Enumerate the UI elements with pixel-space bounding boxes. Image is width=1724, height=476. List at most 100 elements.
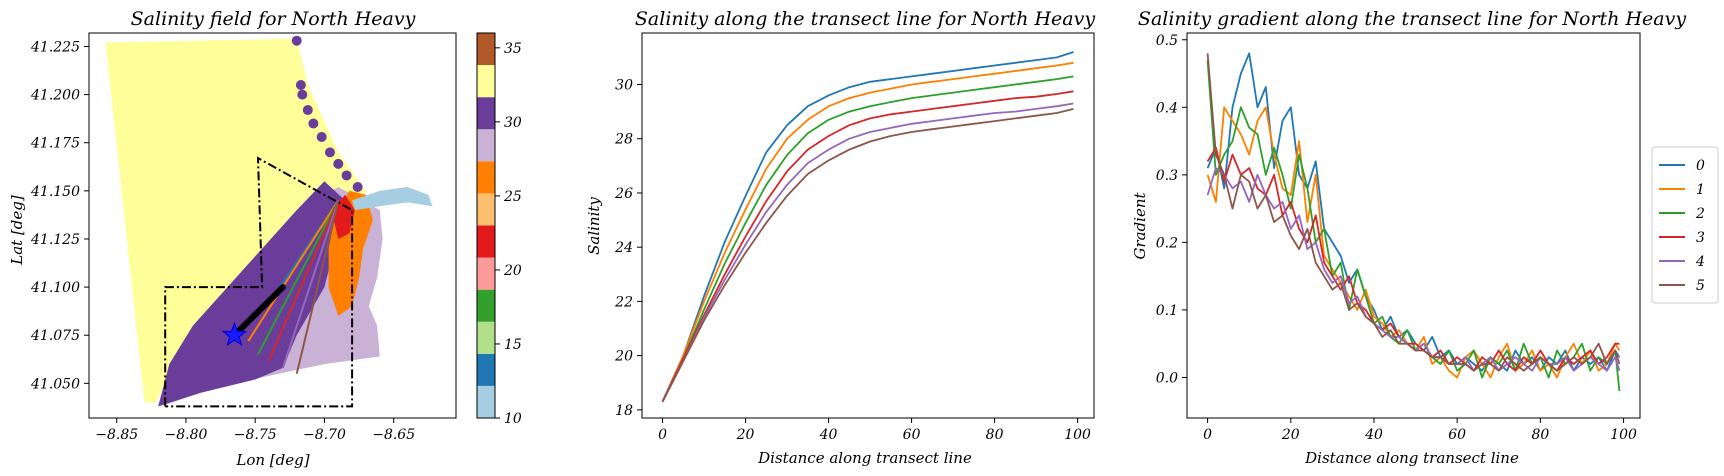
- legend-label-4: 4: [1695, 254, 1705, 270]
- colorbar-segment: [477, 129, 495, 162]
- colorbar-tick-label: 35: [504, 41, 522, 57]
- salinity-region: [352, 187, 433, 211]
- colorbar-segment: [477, 97, 495, 130]
- series-3-line: [1206, 146, 1620, 372]
- panel3-ytick-label: 0.1: [1156, 303, 1178, 319]
- legend-frame: [1651, 146, 1719, 304]
- panel1-xtick-label: −8.85: [95, 427, 138, 443]
- legend-label-5: 5: [1696, 278, 1705, 294]
- panel3-ticks: 0 20 40 60 80 100 0.0 0.1 0.2 0.3 0.4 0.5: [1156, 32, 1641, 443]
- panel1-ylabel: Lat [deg]: [8, 195, 26, 266]
- transect-start-star: [221, 321, 248, 347]
- panel1-ytick-label: 41.200: [30, 88, 80, 104]
- coast-point: [341, 170, 352, 181]
- panel2-xtick-label: 80: [986, 427, 1004, 443]
- salinity-transect-panel: Salinity along the transect line for Nor…: [585, 8, 1095, 467]
- panel1-xlabel: Lon [deg]: [235, 451, 309, 469]
- transect-line: [281, 200, 340, 369]
- panel3-xlabel: Distance along transect line: [1304, 449, 1519, 467]
- panel2-xtick-label: 0: [658, 427, 667, 443]
- legend-label-1: 1: [1696, 182, 1705, 198]
- panel3-ytick-label: 0.5: [1156, 33, 1178, 49]
- panel1-xtick-label: −8.80: [164, 427, 207, 443]
- salinity-line-plot: [661, 51, 1074, 403]
- panel2-ytick-label: 26: [614, 186, 633, 202]
- coast-point: [316, 131, 327, 142]
- panel2-xtick-label: 20: [736, 427, 755, 443]
- colorbar-segment: [477, 65, 495, 98]
- panel3-xtick-label: 80: [1531, 427, 1549, 443]
- coast-point: [295, 79, 306, 90]
- salinity-region: [158, 181, 346, 407]
- salinity-map: [105, 35, 433, 408]
- panel1-xtick-label: −8.65: [372, 427, 415, 443]
- colorbar-segment: [477, 257, 495, 290]
- colorbar-tick-label: 30: [504, 115, 522, 131]
- panel2-ytick-label: 28: [614, 132, 633, 148]
- panel3-ytick-label: 0.2: [1156, 235, 1178, 251]
- series-0-line: [661, 51, 1074, 403]
- series-5-line: [1206, 53, 1621, 372]
- salinity-field-panel: Salinity field for North Heavy Lon [deg]…: [8, 8, 522, 469]
- colorbar-segment: [477, 161, 495, 194]
- panel3-xtick-label: 20: [1281, 427, 1300, 443]
- coast-point: [352, 182, 363, 192]
- panel1-ytick-label: 41.225: [30, 39, 80, 55]
- panel1-xtick-label: −8.75: [234, 427, 277, 443]
- colorbar-segment: [477, 33, 495, 66]
- panel2-ytick-label: 18: [615, 403, 633, 419]
- colorbar-segment: [477, 193, 495, 226]
- panel1-ytick-label: 41.075: [30, 328, 80, 344]
- transect-line: [247, 199, 340, 342]
- panel1-ytick-label: 41.125: [30, 232, 80, 248]
- transect-line: [295, 200, 340, 374]
- panel2-ylabel: Salinity: [585, 197, 603, 255]
- panel3-ytick-label: 0.0: [1156, 370, 1178, 386]
- panel1-ticks: −8.85 −8.80 −8.75 −8.70 −8.65 41.050 41.075 41.…: [30, 32, 457, 443]
- legend: 0 1 2 3 4 5: [1651, 146, 1719, 304]
- panel2-ytick-label: 24: [614, 240, 633, 256]
- panel2-frame: [641, 32, 1095, 419]
- panel1-ytick-label: 41.175: [30, 136, 80, 152]
- panel2-xtick-label: 60: [903, 427, 921, 443]
- salinity-region: [105, 38, 366, 403]
- transect-thick-line: [231, 284, 286, 339]
- coast-point: [333, 158, 344, 169]
- colorbar-frame: [476, 32, 496, 419]
- series-1-line: [1206, 106, 1621, 379]
- panel2-xlabel: Distance along transect line: [757, 449, 972, 467]
- series-1-line: [661, 61, 1074, 403]
- coast-point: [308, 118, 319, 129]
- transect-line: [268, 200, 340, 361]
- panel2-title: Salinity along the transect line for Nor…: [635, 8, 1095, 30]
- panel1-ytick-label: 41.150: [30, 184, 80, 200]
- region-box-outline: [164, 156, 354, 408]
- panel3-title: Salinity gradient along the transect lin…: [1138, 8, 1686, 30]
- colorbar-tick-label: 20: [503, 263, 522, 279]
- salinity-colorbar: 10 15 20 25 30 35: [476, 32, 522, 427]
- colorbar-segment: [477, 225, 495, 258]
- colorbar-segment: [477, 385, 495, 418]
- panel2-ytick-label: 20: [614, 349, 633, 365]
- series-3-line: [661, 90, 1074, 403]
- coast-point: [297, 89, 308, 100]
- legend-label-2: 2: [1695, 206, 1705, 222]
- colorbar-segment: [477, 289, 495, 322]
- gradient-line-plot: [1206, 52, 1621, 392]
- transect-line: [257, 200, 340, 355]
- panel2-ytick-label: 30: [615, 78, 633, 94]
- coast-point: [291, 35, 302, 46]
- panel2-xtick-label: 40: [819, 427, 838, 443]
- legend-label-3: 3: [1696, 230, 1705, 246]
- gradient-transect-panel: Salinity gradient along the transect lin…: [1131, 8, 1719, 467]
- series-5-line: [661, 108, 1074, 403]
- panel1-xtick-label: −8.70: [303, 427, 346, 443]
- series-0-line: [1206, 52, 1621, 372]
- panel1-ytick-label: 41.050: [30, 376, 80, 392]
- panel3-ylabel: Gradient: [1131, 191, 1149, 259]
- panel1-ytick-label: 41.100: [30, 280, 80, 296]
- panel2-ticks: 0 20 40 60 80 100 18 20 22 24 26 28 30: [614, 32, 1095, 443]
- panel3-xtick-label: 0: [1203, 427, 1212, 443]
- colorbar-tick-label: 10: [504, 411, 522, 427]
